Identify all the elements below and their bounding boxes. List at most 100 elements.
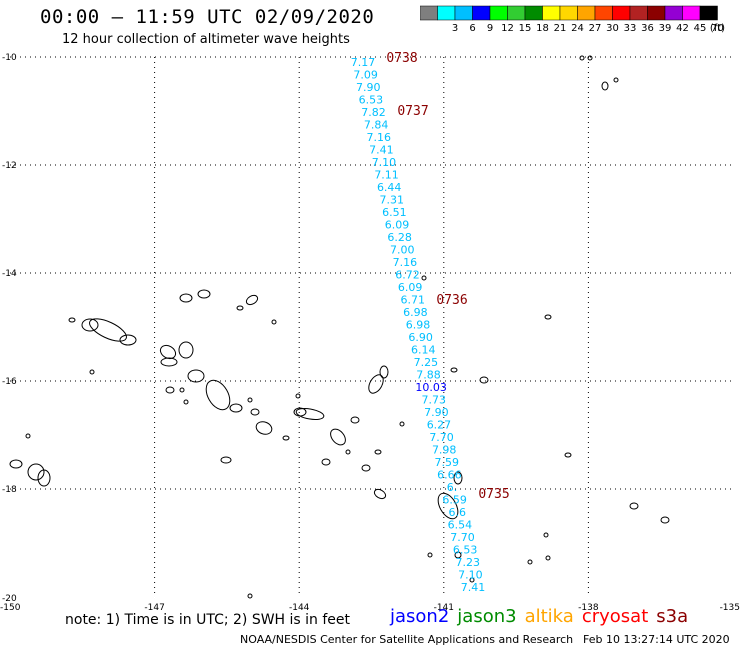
wave-height-label: 6.59 [442,494,467,507]
wave-height-label: 7.25 [414,356,439,369]
wave-height-label: 7.70 [429,431,454,444]
island-outline [564,452,572,458]
wave-height-label: 7.90 [424,406,449,419]
wave-height-label: 6.71 [401,294,426,307]
wave-height-label: 6.90 [408,331,433,344]
island-outline [373,488,387,500]
island-outline [197,289,211,299]
island-outline [330,428,346,446]
time-label: 0738 [386,51,417,66]
wave-height-label: 7.16 [366,131,391,144]
island-outline [527,559,533,565]
island-outline [81,318,99,332]
wave-height-label: 6.54 [448,519,473,532]
island-outline [469,577,475,583]
wave-height-label: 7.10 [458,569,483,582]
island-outline [68,317,76,323]
island-outline [293,407,307,417]
wave-height-label: 7.88 [416,369,441,382]
map-frame [9,56,734,598]
wave-height-label: 7.41 [461,581,486,594]
credit-line: NOAA/NESDIS Center for Satellite Applica… [240,633,574,646]
wave-height-label: 7.59 [435,456,460,469]
island-outline [250,408,260,416]
wave-height-label: 6.66 [437,469,462,482]
wave-height-label: 7.90 [356,81,381,94]
latitude-label: -16 [2,377,17,387]
color-scale-legend: 3 6 9 12 15 18 21 24 27 30 33 36 39 42 45 70(ft) [420,5,725,33]
latitude-label: -12 [2,161,17,171]
island-outline [361,464,371,472]
wave-height-label: 6.72 [395,269,420,282]
island-outline [399,421,405,427]
island-outline [282,435,290,441]
island-outline [427,552,433,558]
wave-height-label: 7.70 [450,531,475,544]
island-outline [454,551,462,559]
island-outline [374,449,382,455]
wave-height-label: 6.14 [411,344,436,357]
generated-timestamp: Feb 10 13:27:14 UTC 2020 [583,633,730,646]
island-outline [368,374,384,394]
latitude-label: -10 [2,53,17,63]
color-bin-label: 3 [452,23,458,33]
wave-height-label: 7.41 [369,144,394,157]
wave-height-label: 6.09 [385,219,410,232]
wave-height-label: 7.11 [374,169,399,182]
island-outline [160,357,178,367]
island-outline [187,369,205,383]
time-label: 0735 [478,487,509,502]
color-bin-label: 42 [676,23,689,33]
island-outline [479,376,489,384]
island-outline [183,399,189,405]
wave-height-label: 7.73 [421,394,446,407]
island-outline [179,387,185,393]
color-bin-label: 15 [519,23,532,33]
satellite-cryosat: cryosat [581,606,649,627]
color-bin-label: 18 [536,23,549,33]
wave-height-label: 6.53 [453,544,478,557]
island-outline [379,365,389,379]
color-bin-16 [699,5,718,21]
wave-height-label: 6.53 [359,94,384,107]
island-outline [613,77,619,83]
color-scale-unit: (ft) [710,23,725,33]
wave-height-label: 7.82 [361,106,386,119]
wave-height-label: 6. [447,481,458,494]
wave-height-label: 6.98 [403,306,428,319]
island-outline [545,555,551,561]
island-outline [89,369,95,375]
longitude-label: -138 [578,603,599,613]
wave-height-label: 7.00 [390,244,415,257]
satellite-altika: altika [524,606,574,627]
island-outline [295,408,325,420]
color-bin-label: 9 [487,23,493,33]
island-outline [37,469,51,487]
time-label: 0737 [397,104,428,119]
island-outline [345,449,351,455]
wave-height-label: 7.16 [393,256,418,269]
longitude-label: -135 [720,603,740,613]
island-outline [271,319,277,325]
wave-height-label: 7.98 [432,444,457,457]
color-bin-label: 24 [571,23,584,33]
island-outline [9,459,23,469]
color-bin-label: 12 [501,23,514,33]
island-outline [321,458,331,466]
satellite-jason3: jason3 [457,606,517,627]
island-outline [247,397,253,403]
island-outline [587,55,593,61]
wave-height-label: 10.03 [415,381,447,394]
time-label: 0736 [436,293,467,308]
satellite-s3a: s3a [656,606,689,627]
island-outline [437,492,459,520]
island-outline [544,314,552,320]
island-outline [255,421,273,435]
longitude-label: -141 [434,603,454,613]
island-outline [350,416,360,424]
latitude-label: -18 [2,485,17,495]
island-outline [27,463,45,481]
color-bin-label: 39 [659,23,672,33]
island-outline [543,532,549,538]
